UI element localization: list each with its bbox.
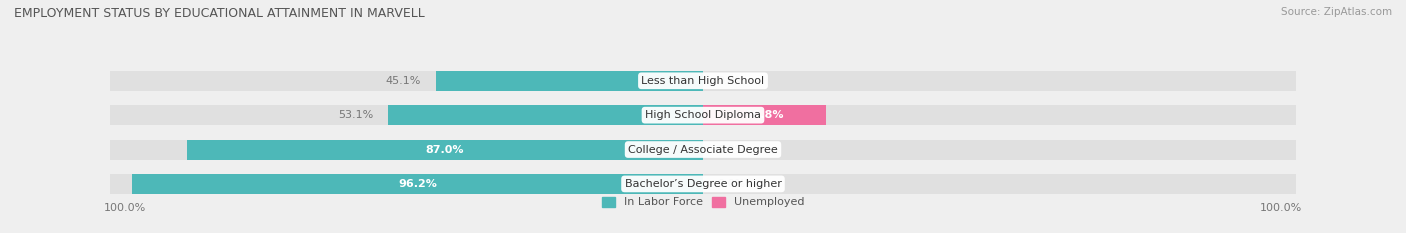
- Text: College / Associate Degree: College / Associate Degree: [628, 144, 778, 154]
- Bar: [703, 105, 827, 125]
- Text: Source: ZipAtlas.com: Source: ZipAtlas.com: [1281, 7, 1392, 17]
- Text: 96.2%: 96.2%: [398, 179, 437, 189]
- Bar: [187, 140, 703, 160]
- Text: 0.0%: 0.0%: [717, 144, 745, 154]
- Text: Less than High School: Less than High School: [641, 76, 765, 86]
- Text: 100.0%: 100.0%: [1260, 203, 1302, 213]
- Text: 45.1%: 45.1%: [385, 76, 422, 86]
- Bar: [703, 105, 1296, 125]
- Bar: [436, 71, 703, 91]
- Bar: [110, 71, 703, 91]
- Text: EMPLOYMENT STATUS BY EDUCATIONAL ATTAINMENT IN MARVELL: EMPLOYMENT STATUS BY EDUCATIONAL ATTAINM…: [14, 7, 425, 20]
- Legend: In Labor Force, Unemployed: In Labor Force, Unemployed: [598, 192, 808, 212]
- Text: 0.0%: 0.0%: [717, 76, 745, 86]
- Bar: [388, 105, 703, 125]
- Text: 100.0%: 100.0%: [104, 203, 146, 213]
- Text: 53.1%: 53.1%: [339, 110, 374, 120]
- Text: 0.0%: 0.0%: [717, 179, 745, 189]
- Bar: [110, 174, 703, 194]
- Bar: [110, 105, 703, 125]
- Bar: [110, 140, 703, 160]
- Bar: [703, 140, 1296, 160]
- Bar: [703, 174, 1296, 194]
- Bar: [132, 174, 703, 194]
- Text: 87.0%: 87.0%: [426, 144, 464, 154]
- Text: Bachelor’s Degree or higher: Bachelor’s Degree or higher: [624, 179, 782, 189]
- Text: High School Diploma: High School Diploma: [645, 110, 761, 120]
- Text: 20.8%: 20.8%: [745, 110, 785, 120]
- Bar: [703, 71, 1296, 91]
